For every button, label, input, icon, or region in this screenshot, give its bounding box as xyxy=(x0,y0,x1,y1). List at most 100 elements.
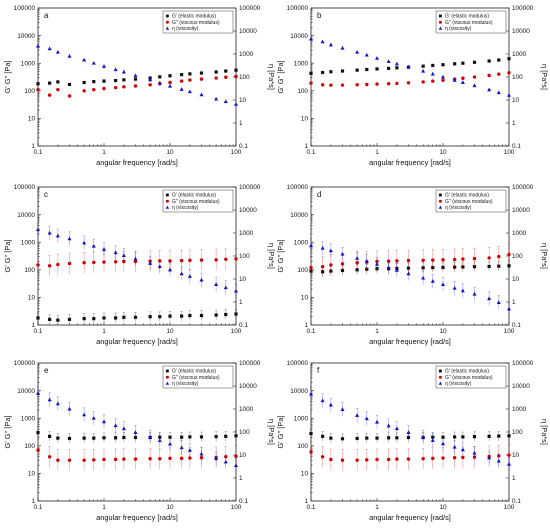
panel-e: 0.1 1 10 1001101001000100001000000.11101001… xyxy=(3,360,276,522)
y-right-tick-label: 100000 xyxy=(512,360,534,367)
y-right-tick-label: 1000 xyxy=(512,230,527,237)
series-viscosity xyxy=(36,43,238,106)
data-point xyxy=(375,82,379,86)
data-point xyxy=(320,245,325,250)
data-point xyxy=(122,435,126,440)
y-right-axis-title: η [Pa*s] xyxy=(540,419,549,445)
y-right-tick-label: 1 xyxy=(239,299,243,306)
data-point xyxy=(223,285,228,290)
data-point xyxy=(421,64,425,68)
data-point xyxy=(157,264,162,268)
data-point xyxy=(507,453,511,457)
y-left-axis-title: G' G'' [Pa] xyxy=(3,61,12,94)
data-point xyxy=(121,426,126,431)
y-left-tick-label: 100000 xyxy=(14,184,36,191)
panel-c: 0.1 1 10 1001101001000100001000000.11101001… xyxy=(3,184,276,346)
data-point xyxy=(234,454,238,458)
x-axis-title: angular frequency [rad/s] xyxy=(96,337,178,346)
data-point xyxy=(187,274,192,278)
y-left-tick-label: 100000 xyxy=(14,360,36,367)
series-viscous-modulus xyxy=(309,441,511,471)
data-point xyxy=(47,397,52,402)
data-point xyxy=(496,458,501,463)
data-point xyxy=(487,87,492,92)
data-point xyxy=(148,434,153,439)
x-tick-label: 1 xyxy=(375,504,379,511)
data-point xyxy=(148,77,153,82)
legend-marker xyxy=(438,26,443,30)
data-point xyxy=(92,436,96,440)
data-point xyxy=(452,285,457,290)
data-point xyxy=(472,83,477,88)
data-point xyxy=(113,85,118,90)
data-point xyxy=(365,458,369,462)
data-point xyxy=(180,435,184,439)
y-left-tick-label: 1000 xyxy=(294,415,309,422)
data-point xyxy=(113,457,118,462)
data-point xyxy=(421,275,426,280)
y-right-tick-label: 100 xyxy=(239,429,250,436)
y-right-tick-label: 10000 xyxy=(512,383,530,390)
data-point xyxy=(187,89,192,94)
panel-label: e xyxy=(44,366,49,375)
data-point xyxy=(82,458,86,462)
data-point xyxy=(214,435,218,439)
x-axis-title: angular frequency [rad/s] xyxy=(369,337,451,346)
data-point xyxy=(386,265,391,270)
data-point xyxy=(406,64,411,69)
data-point xyxy=(55,401,60,406)
data-point xyxy=(179,87,184,91)
legend-box xyxy=(435,10,507,34)
x-tick-label: 10 xyxy=(439,504,447,511)
data-point xyxy=(148,457,152,461)
data-point xyxy=(497,254,501,259)
y-right-tick-label: 100 xyxy=(512,74,523,81)
data-point xyxy=(234,68,238,72)
data-point xyxy=(461,455,465,460)
data-point xyxy=(320,83,325,87)
data-point xyxy=(507,306,511,311)
y-left-tick-label: 100000 xyxy=(287,360,309,367)
data-point xyxy=(102,64,106,68)
data-point xyxy=(309,36,313,41)
data-point xyxy=(82,89,86,93)
y-left-tick-label: 10000 xyxy=(17,212,35,219)
y-right-tick-label: 100000 xyxy=(239,5,261,12)
data-point xyxy=(48,317,52,321)
data-point xyxy=(224,69,228,73)
y-left-tick-label: 10 xyxy=(301,471,309,478)
y-right-axis-title: η [Pa*s] xyxy=(540,64,549,90)
data-point xyxy=(395,436,399,440)
y-left-axis-title: G' G'' [Pa] xyxy=(3,416,12,449)
legend-marker xyxy=(438,205,443,209)
y-right-tick-label: 10000 xyxy=(512,28,530,35)
y-left-tick-label: 10 xyxy=(301,116,309,123)
y-right-tick-label: 0.1 xyxy=(512,498,521,505)
data-point xyxy=(340,262,345,266)
data-point xyxy=(329,436,333,440)
data-point xyxy=(309,450,313,454)
data-point xyxy=(328,248,333,253)
y-right-tick-label: 0.1 xyxy=(239,322,248,329)
legend-entry: η (viscosity) xyxy=(172,26,199,32)
y-right-tick-label: 1 xyxy=(512,475,516,482)
data-point xyxy=(487,296,492,301)
series-viscous-modulus xyxy=(36,439,238,471)
data-point xyxy=(214,258,218,262)
data-point xyxy=(91,60,96,65)
data-point xyxy=(430,71,435,76)
x-tick-label: 1 xyxy=(102,504,106,511)
y-left-tick-label: 1 xyxy=(304,498,308,505)
y-left-tick-label: 100000 xyxy=(14,5,36,12)
data-point xyxy=(430,438,435,442)
x-tick-label: 10 xyxy=(439,328,447,335)
data-point xyxy=(67,436,72,441)
y-right-tick-label: 10000 xyxy=(239,383,257,390)
data-point xyxy=(214,313,218,317)
x-tick-label: 100 xyxy=(504,504,515,511)
legend-entry: G' (elastic modulus) xyxy=(445,14,489,20)
data-point xyxy=(102,457,106,462)
series-elastic-modulus xyxy=(36,68,238,87)
x-tick-label: 1 xyxy=(375,328,379,335)
